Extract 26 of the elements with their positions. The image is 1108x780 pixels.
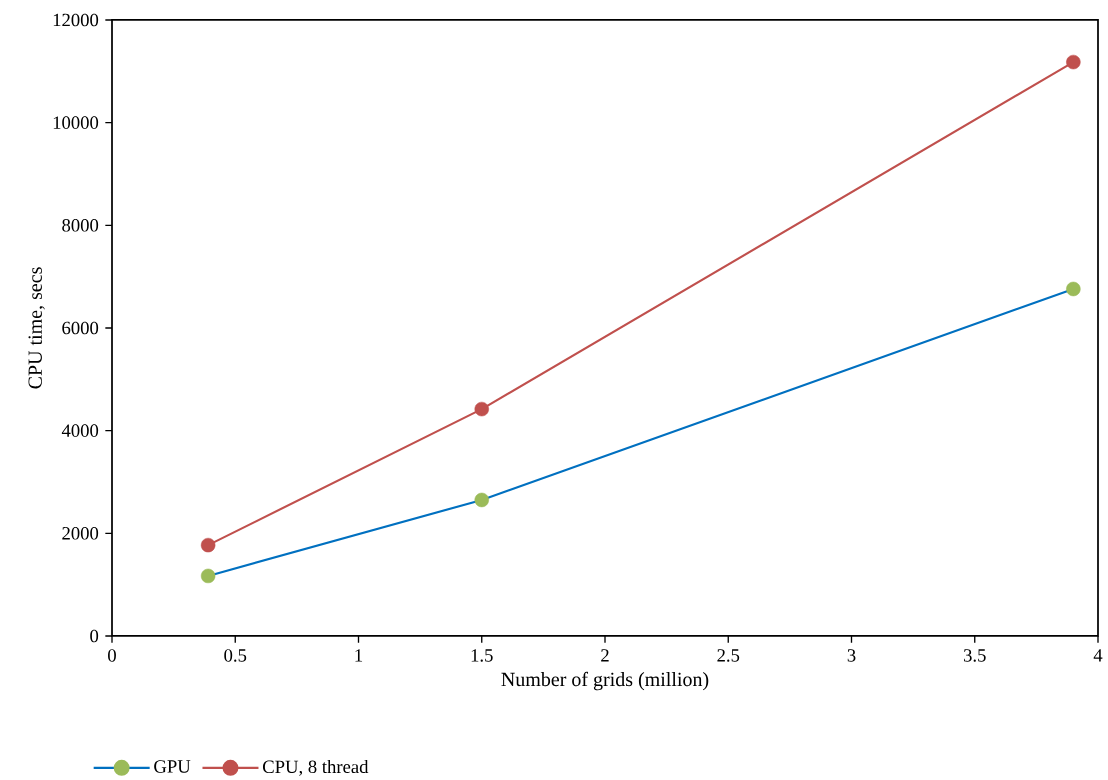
y-tick-label: 6000 <box>62 321 99 335</box>
point <box>200 568 216 584</box>
point <box>1066 54 1081 70</box>
point <box>474 401 489 417</box>
x-tick-label: 1 <box>355 649 363 662</box>
x-axis-title: Number of grids (million) <box>501 671 709 691</box>
y-tick-label: 2000 <box>62 527 99 540</box>
point <box>1066 281 1081 297</box>
point <box>474 492 489 508</box>
x-tick-label: 0.5 <box>224 649 247 662</box>
x-tick-label: 1.5 <box>471 649 493 662</box>
y-axis-title: CPU time, secs <box>28 267 45 389</box>
x-tick-label: 3 <box>847 649 856 662</box>
x-tick-label: 2.5 <box>717 649 740 662</box>
x-tick-label: 4 <box>1093 649 1103 662</box>
legend-label: GPU <box>154 760 191 773</box>
y-tick-label: 10000 <box>53 116 99 129</box>
y-tick-label: 4000 <box>61 424 99 437</box>
y-tick-label: 0 <box>90 629 99 643</box>
y-tick-label: 8000 <box>62 219 99 232</box>
y-tick-label: 12000 <box>53 13 99 27</box>
legend-label: CPU, 8 thread <box>262 759 369 776</box>
point <box>200 537 216 553</box>
x-tick-label: 2 <box>601 649 609 662</box>
x-tick-label: 3.5 <box>963 649 986 662</box>
x-tick-label: 0 <box>108 649 116 662</box>
